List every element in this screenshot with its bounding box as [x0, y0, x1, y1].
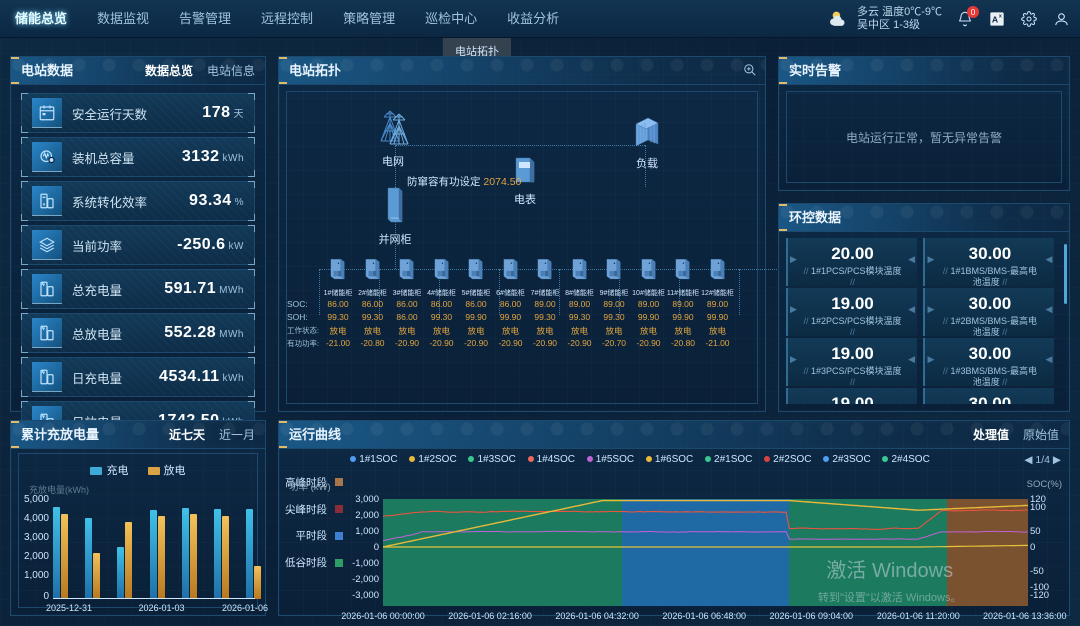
svg-text:x: x	[999, 14, 1002, 20]
svg-text:A: A	[992, 14, 999, 24]
